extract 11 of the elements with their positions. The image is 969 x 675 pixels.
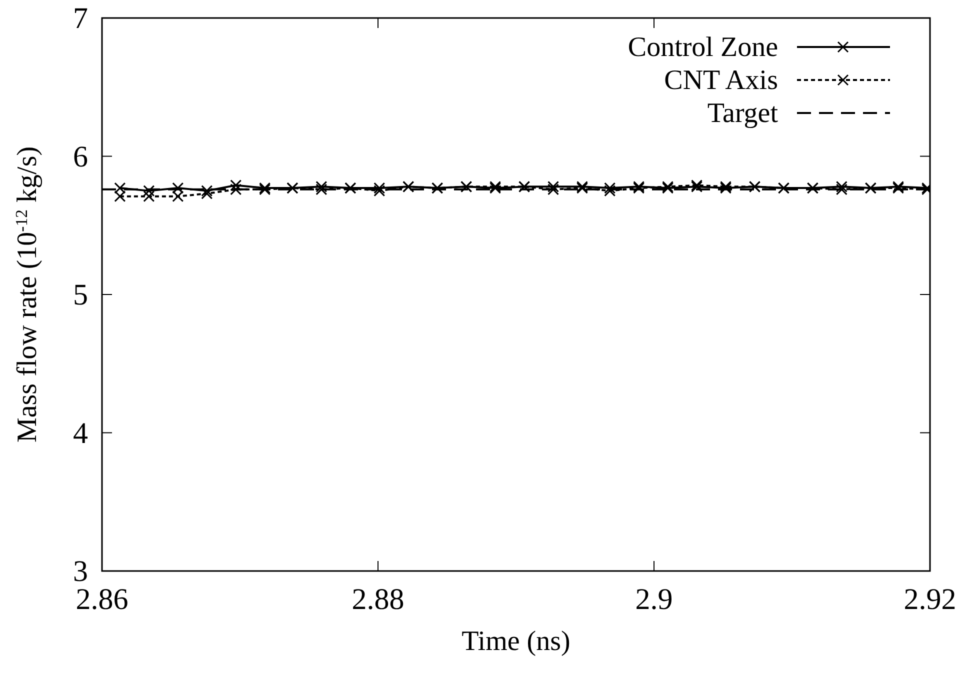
x-tick-label: 2.92	[904, 583, 956, 616]
x-axis-title: Time (ns)	[462, 626, 570, 657]
x-tick-label: 2.88	[352, 583, 404, 616]
y-tick-label: 5	[73, 278, 88, 312]
y-tick-label: 4	[73, 416, 88, 450]
y-tick-label: 7	[73, 2, 88, 35]
legend-label: Control Zone	[628, 32, 778, 63]
y-tick-label: 6	[73, 140, 88, 174]
legend-label: Target	[707, 98, 778, 129]
legend-label: CNT Axis	[664, 65, 778, 96]
x-tick-label: 2.9	[635, 583, 673, 616]
